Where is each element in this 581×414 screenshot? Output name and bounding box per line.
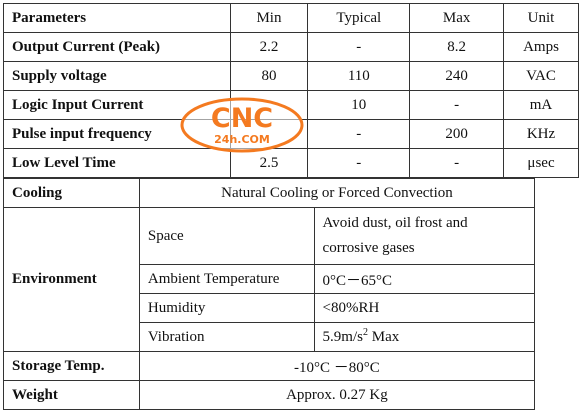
space-value-line-2: corrosive gases [322, 240, 415, 256]
table-row: Supply voltage 80 110 240 VAC [3, 61, 579, 91]
param-min [229, 90, 309, 120]
space-value-line-1: Avoid dust, oil frost and [322, 215, 468, 231]
environment-label: Environment [3, 207, 140, 352]
param-max: - [409, 90, 505, 120]
table-row: Output Current (Peak) 2.2 - 8.2 Amps [3, 32, 579, 62]
cooling-label: Cooling [3, 178, 140, 208]
environment-spec-table: Cooling Natural Cooling or Forced Convec… [3, 178, 536, 410]
param-name: Output Current (Peak) [3, 32, 231, 62]
header-parameters: Parameters [3, 3, 231, 33]
header-min: Min [229, 3, 309, 33]
param-min: 2.5 [229, 148, 309, 178]
param-min: 2.2 [229, 32, 309, 62]
vibration-number: 5.9m/s [322, 328, 363, 345]
param-name: Low Level Time [3, 148, 231, 178]
table-row: Pulse input frequency - 200 KHz [3, 119, 579, 149]
param-typical: - [307, 148, 411, 178]
header-typical: Typical [307, 3, 411, 33]
storage-temp-label: Storage Temp. [3, 351, 140, 381]
humidity-label: Humidity [138, 293, 315, 323]
ambient-temperature-label: Ambient Temperature [138, 264, 315, 294]
vibration-exponent: 2 [362, 326, 368, 338]
param-unit: mA [503, 90, 579, 120]
vibration-label: Vibration [138, 322, 315, 352]
storage-temp-value: -10°C －80°C [138, 351, 536, 381]
header-unit: Unit [503, 3, 579, 33]
param-typical: - [307, 119, 411, 149]
param-name: Logic Input Current [3, 90, 231, 120]
param-unit: μsec [503, 148, 579, 178]
param-typical: - [307, 32, 411, 62]
cooling-value: Natural Cooling or Forced Convection [138, 178, 536, 208]
param-max: 240 [409, 61, 505, 91]
table-row: Vibration 5.9m/s2 Max [4, 322, 536, 352]
weight-label: Weight [3, 380, 140, 410]
ambient-temperature-value: 0°C－65°C [313, 264, 536, 294]
humidity-value: <80%RH [313, 293, 536, 323]
param-min: 80 [229, 61, 309, 91]
table-row: Logic Input Current 10 - mA [3, 90, 579, 120]
param-typical: 110 [307, 61, 411, 91]
vibration-value: 5.9m/s2 Max [313, 322, 536, 352]
param-name: Supply voltage [3, 61, 231, 91]
table-row: Humidity <80%RH [4, 293, 536, 323]
param-max: 200 [409, 119, 505, 149]
param-unit: Amps [503, 32, 579, 62]
header-max: Max [409, 3, 505, 33]
space-label: Space [138, 207, 315, 265]
table-row: Low Level Time 2.5 - - μsec [3, 148, 579, 178]
param-max: 8.2 [409, 32, 505, 62]
param-typical: 10 [307, 90, 411, 120]
vibration-suffix: Max [367, 328, 400, 345]
table-header-row: Parameters Min Typical Max Unit [3, 3, 579, 33]
table-row: Ambient Temperature 0°C－65°C [4, 264, 536, 294]
param-name: Pulse input frequency [3, 119, 231, 149]
table-row: Weight Approx. 0.27 Kg [3, 380, 536, 410]
param-min [229, 119, 309, 149]
table-row: Cooling Natural Cooling or Forced Convec… [3, 178, 536, 208]
electrical-spec-table: Parameters Min Typical Max Unit Output C… [3, 3, 579, 178]
table-row: Storage Temp. -10°C －80°C [3, 351, 536, 381]
space-value: Avoid dust, oil frost and corrosive gase… [313, 207, 536, 265]
weight-value: Approx. 0.27 Kg [138, 380, 536, 410]
param-unit: KHz [503, 119, 579, 149]
param-unit: VAC [503, 61, 579, 91]
table-row: Environment Space Avoid dust, oil frost … [3, 207, 536, 352]
param-max: - [409, 148, 505, 178]
